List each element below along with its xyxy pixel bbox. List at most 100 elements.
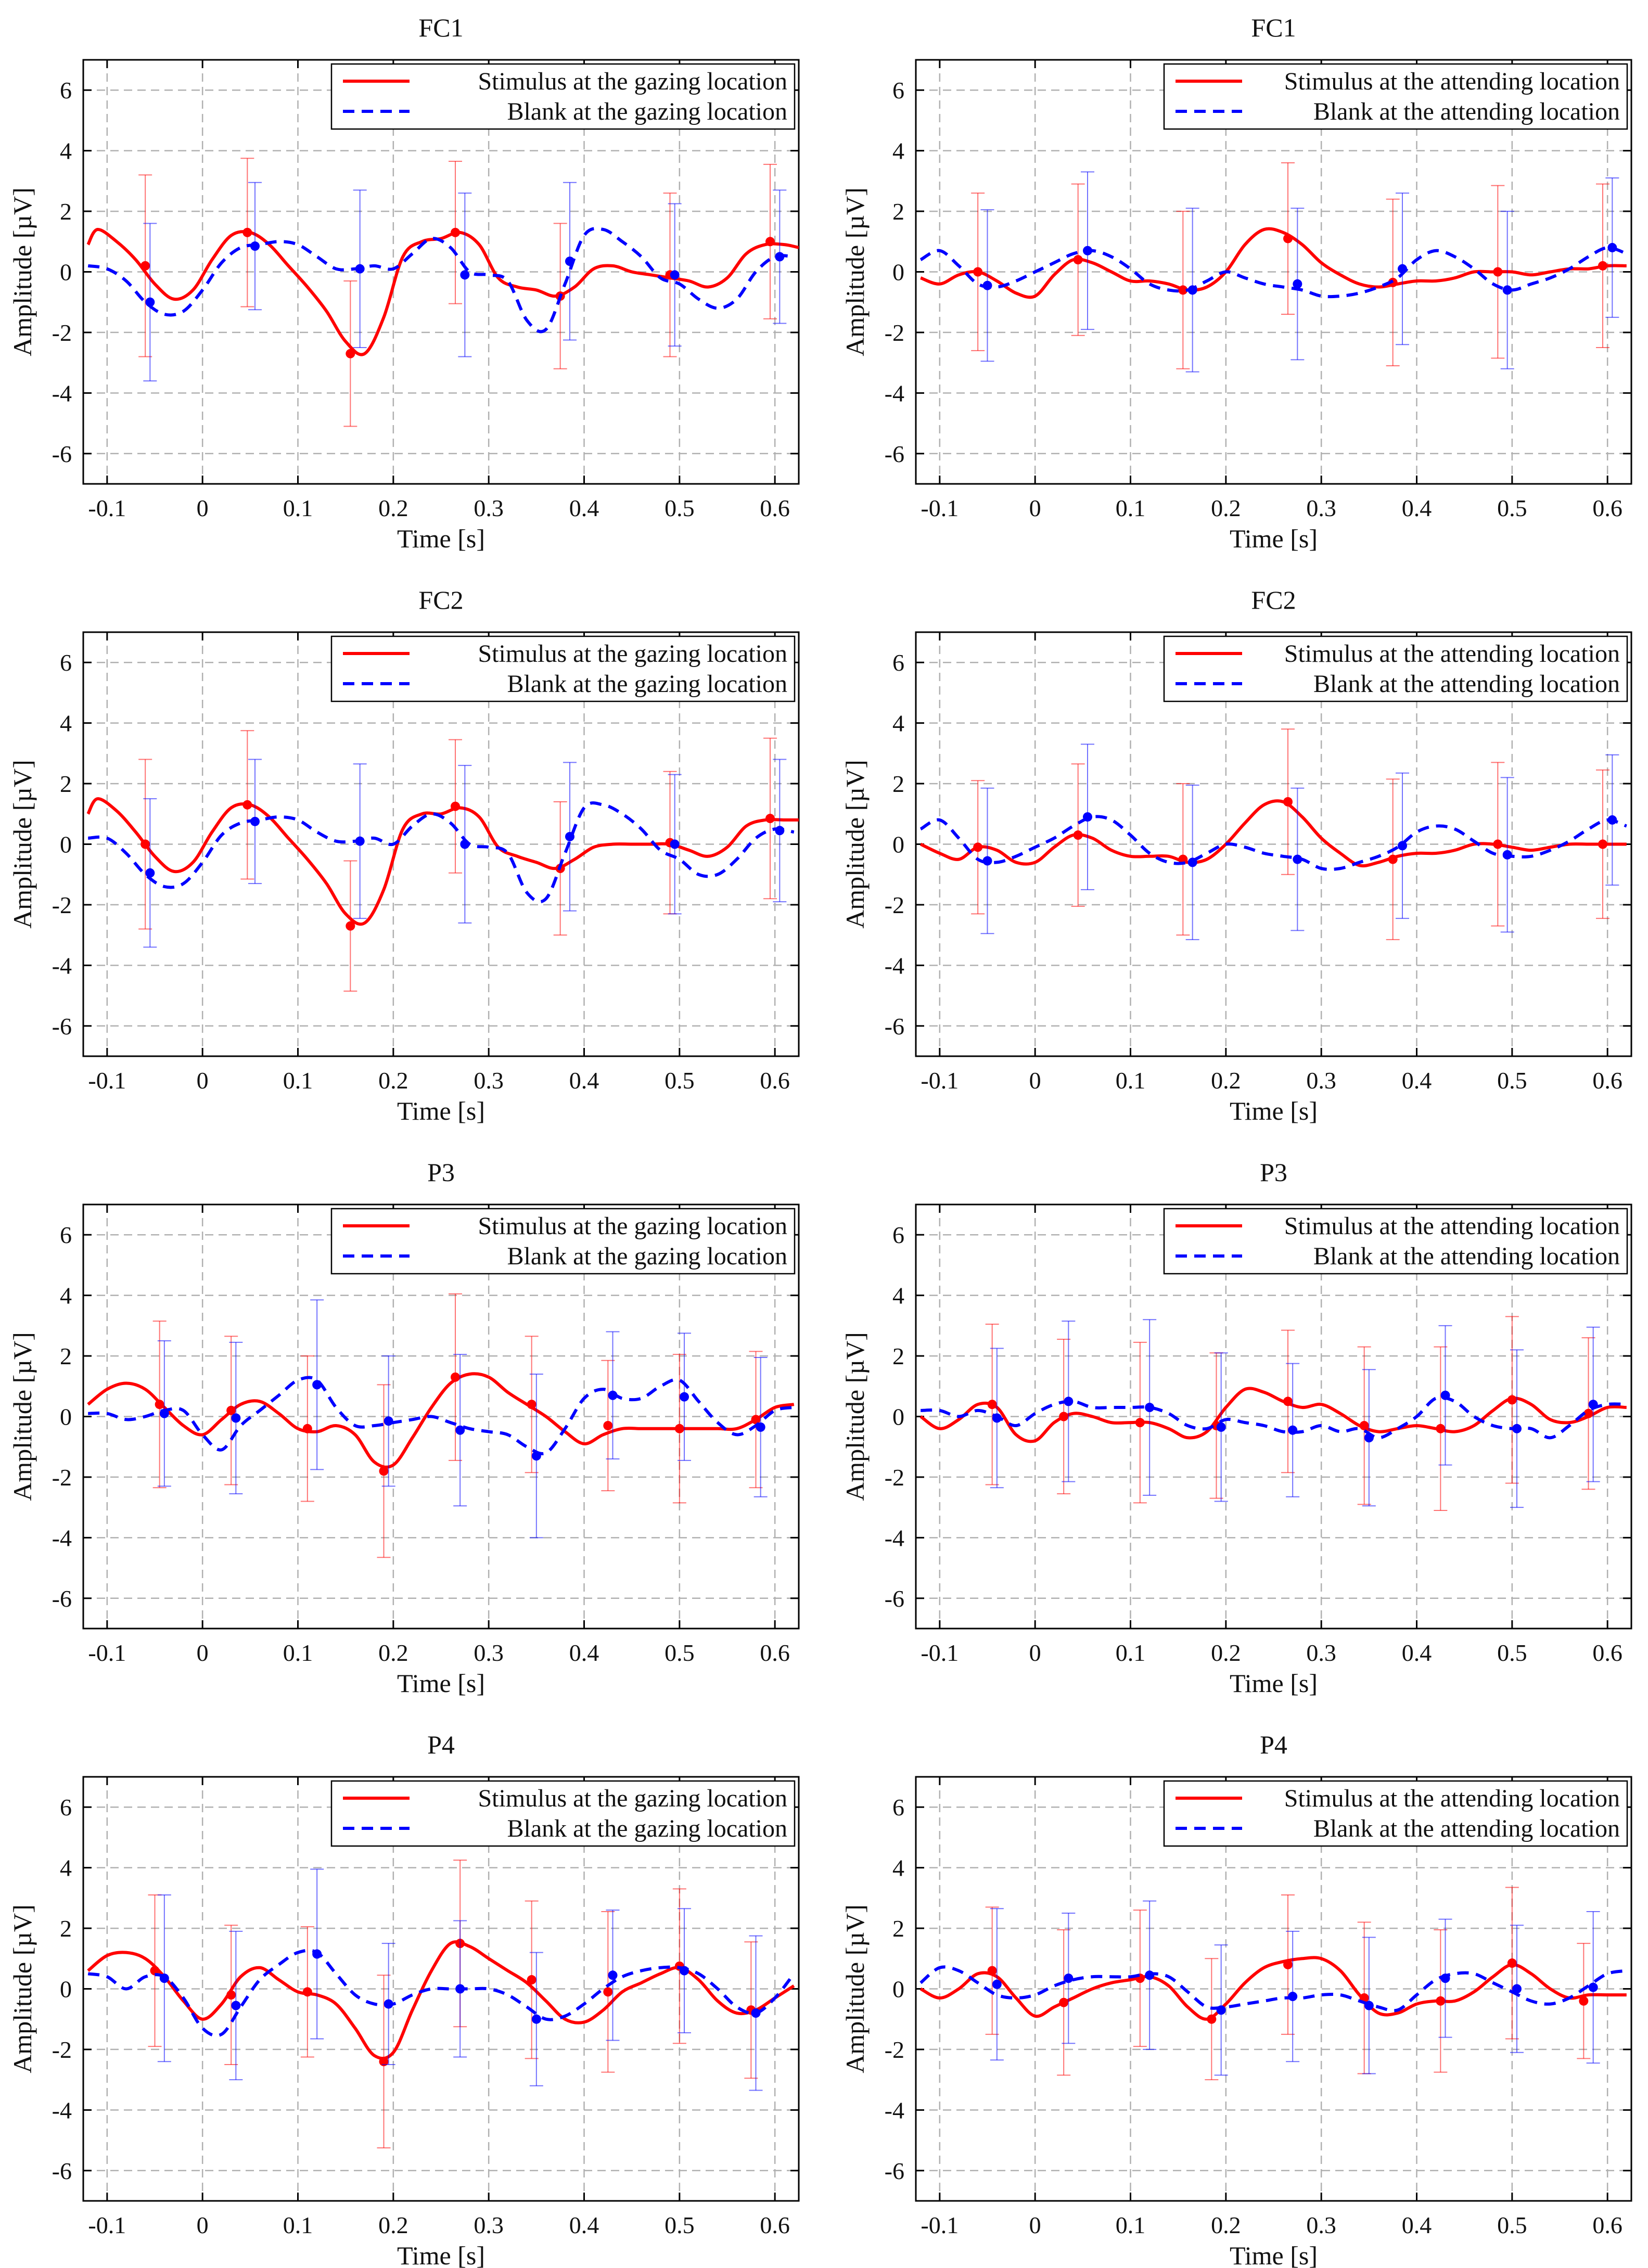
legend-label: Blank at the gazing location [507,1242,788,1270]
data-point [1073,830,1083,840]
x-tick-label: 0.4 [569,495,599,521]
x-tick-label: -0.1 [921,1067,959,1094]
x-tick-label: 0.3 [474,2212,504,2238]
x-tick-label: 0.2 [378,1067,408,1094]
data-point [680,1966,689,1976]
x-tick-label: 0.2 [1211,2212,1241,2238]
series-1 [919,728,1627,940]
y-tick-label: 6 [892,649,904,676]
x-axis-label: Time [s] [397,524,485,553]
series-line [921,1395,1627,1440]
plot-data [919,728,1627,940]
y-tick-label: -2 [885,2036,904,2063]
data-point [159,1974,169,1983]
x-tick-label: 0.4 [569,1639,599,1666]
y-tick-label: -6 [52,2158,72,2184]
series-1 [919,1887,1627,2081]
data-point [355,836,365,846]
x-tick-label: 0.1 [283,1067,313,1094]
legend: Stimulus at the attending locationBlank … [1163,635,1628,702]
data-point [1598,261,1607,271]
data-point [1598,839,1607,849]
data-point [1607,242,1617,252]
x-tick-label: 0.2 [378,1639,408,1666]
data-point [312,1949,322,1959]
panel-title: FC2 [418,585,463,614]
chart-panel-4: FC2 -0.1 0 0.1 0.2 0.3 0.4 0.5 0.6 6 4 2 0 -2 -4 -6 Time… [840,585,1632,1125]
y-tick-label: 2 [60,1915,72,1942]
data-point [1178,285,1188,295]
y-tick-label: 4 [892,138,904,164]
y-tick-label: -4 [52,1524,72,1551]
y-tick-label: -4 [52,952,72,979]
x-tick-label: 0.1 [283,2212,313,2238]
x-tick-label: 0.2 [1211,495,1241,521]
x-tick-label: 0 [197,1067,209,1094]
series-2 [87,1868,796,2091]
series-2 [921,1319,1627,1508]
data-point [1135,1418,1145,1428]
data-point [1364,1433,1374,1443]
data-point [231,1413,241,1423]
data-point [670,270,680,280]
data-point [565,257,574,266]
x-axis-label: Time [s] [397,1096,485,1125]
x-tick-label: 0.3 [1306,1639,1336,1666]
y-axis-label: Amplitude [µV] [840,1332,870,1501]
x-tick-label: 0.5 [665,1639,695,1666]
y-tick-label: -2 [52,2036,72,2063]
y-tick-label: 2 [892,771,904,797]
data-point [226,1990,236,2000]
chart-panel-5: P3 -0.1 0 0.1 0.2 0.3 0.4 0.5 0.6 6 4 2 0 -2 -4 -6 Time … [8,1158,800,1698]
data-point [1178,854,1188,864]
series-2 [919,171,1627,373]
data-point [302,1987,312,1997]
series-line [919,1965,1627,2013]
y-tick-label: 4 [60,138,72,164]
y-axis-label: Amplitude [µV] [8,760,37,929]
data-point [987,1966,997,1976]
data-point [1083,812,1092,822]
y-tick-label: -6 [52,1013,72,1040]
legend-box [1163,635,1628,702]
y-tick-label: -2 [885,1464,904,1491]
data-point [355,264,365,274]
x-tick-label: 0.5 [665,2212,695,2238]
y-tick-label: 2 [892,1343,904,1369]
data-point [1283,1396,1293,1406]
y-tick-label: 0 [892,831,904,858]
chart-panel-2: FC1 -0.1 0 0.1 0.2 0.3 0.4 0.5 0.6 6 4 2 0 -2 -4 -6 Time… [840,13,1632,553]
x-tick-label: 0.3 [474,1067,504,1094]
x-tick-label: 0.5 [1497,1067,1527,1094]
data-point [973,842,983,852]
y-tick-label: -6 [52,1585,72,1612]
data-point [451,227,460,237]
data-point [302,1424,312,1433]
data-point [1059,1997,1069,2007]
series-line [920,227,1627,299]
legend: Stimulus at the gazing location Blank at … [330,63,796,130]
data-point [603,1420,613,1430]
data-point [603,1987,613,1997]
x-tick-label: 0.1 [1116,1067,1146,1094]
x-tick-label: 0.5 [1497,2212,1527,2238]
y-axis-label: Amplitude [µV] [840,760,870,929]
y-tick-label: -2 [885,319,904,346]
data-point [379,1466,389,1476]
x-tick-label: 0.2 [1211,1639,1241,1666]
x-tick-label: 0.6 [760,2212,790,2238]
legend-label: Stimulus at the attending location [1284,68,1620,95]
data-point [1607,815,1617,825]
data-point [451,801,460,811]
x-tick-label: 0 [197,2212,209,2238]
x-tick-label: 0.6 [1592,2212,1623,2238]
x-tick-label: 0.3 [1306,495,1336,521]
y-tick-label: 2 [60,771,72,797]
legend-label: Blank at the attending location [1313,1815,1620,1842]
legend-label: Blank at the attending location [1313,98,1620,125]
plot-data [87,1860,796,2149]
data-point [765,237,775,247]
data-point [1064,1974,1074,1983]
series-2 [88,1299,795,1539]
y-tick-label: -2 [52,319,72,346]
